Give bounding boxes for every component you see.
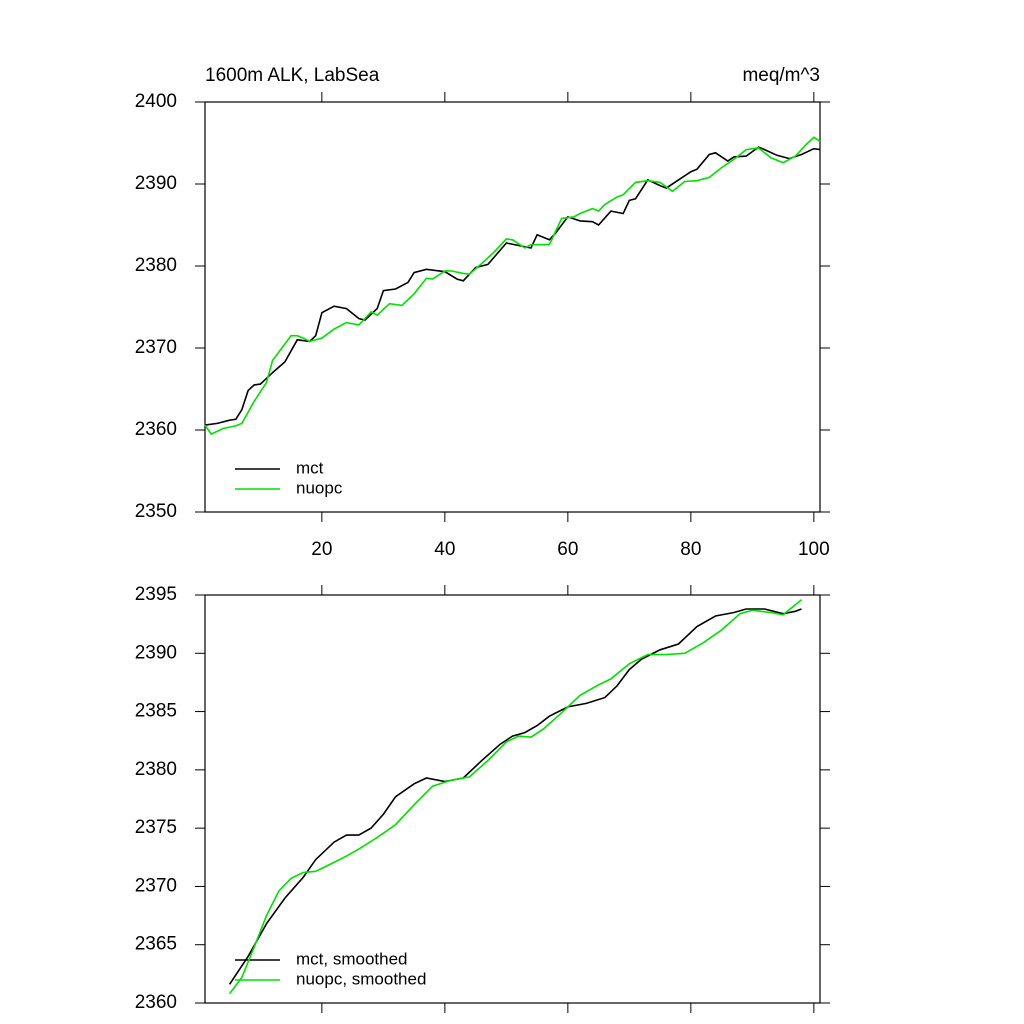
x-tick-label: 40 — [434, 539, 455, 560]
y-tick-label: 2395 — [135, 584, 177, 605]
data-line — [228, 608, 802, 985]
y-tick-label: 2380 — [135, 759, 177, 780]
x-tick-label: 80 — [680, 539, 701, 560]
y-tick-label: 2370 — [135, 875, 177, 896]
x-tick-label: 60 — [557, 539, 578, 560]
plot-frame — [204, 101, 821, 513]
y-tick-label: 2360 — [135, 419, 177, 440]
legend-label: mct — [296, 458, 324, 477]
legend-label: nuopc, smoothed — [296, 969, 426, 988]
x-tick-label: 20 — [311, 539, 332, 560]
legend-label: nuopc — [296, 478, 343, 497]
y-tick-label: 2365 — [135, 934, 177, 955]
y-tick-label: 2390 — [135, 642, 177, 663]
x-tick-label: 100 — [798, 539, 830, 560]
y-tick-label: 2360 — [135, 992, 177, 1013]
legend-label: mct, smoothed — [296, 949, 408, 968]
y-tick-label: 2390 — [135, 173, 177, 194]
chart-title: 1600m ALK, LabSea — [205, 65, 380, 86]
y-tick-label: 2375 — [135, 817, 177, 838]
data-line — [204, 136, 821, 436]
y-tick-label: 2380 — [135, 255, 177, 276]
y-tick-label: 2400 — [135, 91, 177, 112]
y-tick-label: 2350 — [135, 501, 177, 522]
y-tick-label: 2385 — [135, 701, 177, 722]
data-line — [204, 146, 821, 426]
plot-frame — [204, 594, 821, 1004]
y-tick-label: 2370 — [135, 337, 177, 358]
data-line — [228, 599, 803, 995]
units-label: meq/m^3 — [742, 65, 820, 86]
